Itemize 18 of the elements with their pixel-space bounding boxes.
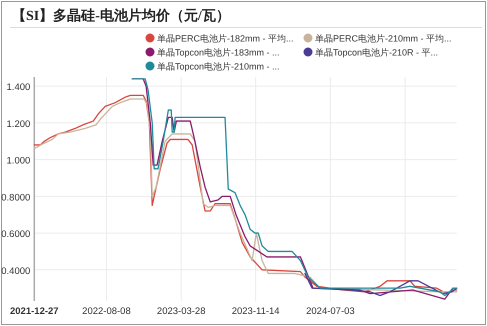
y-tick-label: 0.6000 bbox=[1, 229, 30, 240]
y-tick-label: 1.200 bbox=[6, 118, 30, 130]
line-series bbox=[304, 272, 458, 296]
y-tick-label: 0.8000 bbox=[1, 192, 30, 204]
y-tick-label: 1.400 bbox=[6, 82, 30, 94]
legend-label: 单晶PERC电池片-210mm - 平均... bbox=[315, 34, 452, 44]
x-tick-label: 2023-03-28 bbox=[156, 306, 206, 317]
y-tick-label: 0.4000 bbox=[1, 266, 30, 277]
x-tick-label: 2023-11-14 bbox=[232, 306, 280, 317]
x-tick-label: 2021-12-27 bbox=[10, 306, 59, 317]
legend-label: 单晶Topcon电池片-183mm - ... bbox=[157, 48, 280, 58]
legend-label: 单晶PERC电池片-182mm - 平均... bbox=[157, 34, 294, 44]
y-tick-label: 1.000 bbox=[6, 156, 30, 167]
legend-label: 单晶Topcon电池片-210R - 平... bbox=[315, 48, 438, 58]
x-tick-label: 2024-07-03 bbox=[306, 306, 355, 317]
legend-label: 单晶Topcon电池片-210mm - ... bbox=[157, 62, 280, 72]
x-tick-label: 2022-08-08 bbox=[82, 306, 131, 317]
chart-title: 【SI】多晶硅-电池片均价（元/瓦） bbox=[12, 8, 230, 24]
